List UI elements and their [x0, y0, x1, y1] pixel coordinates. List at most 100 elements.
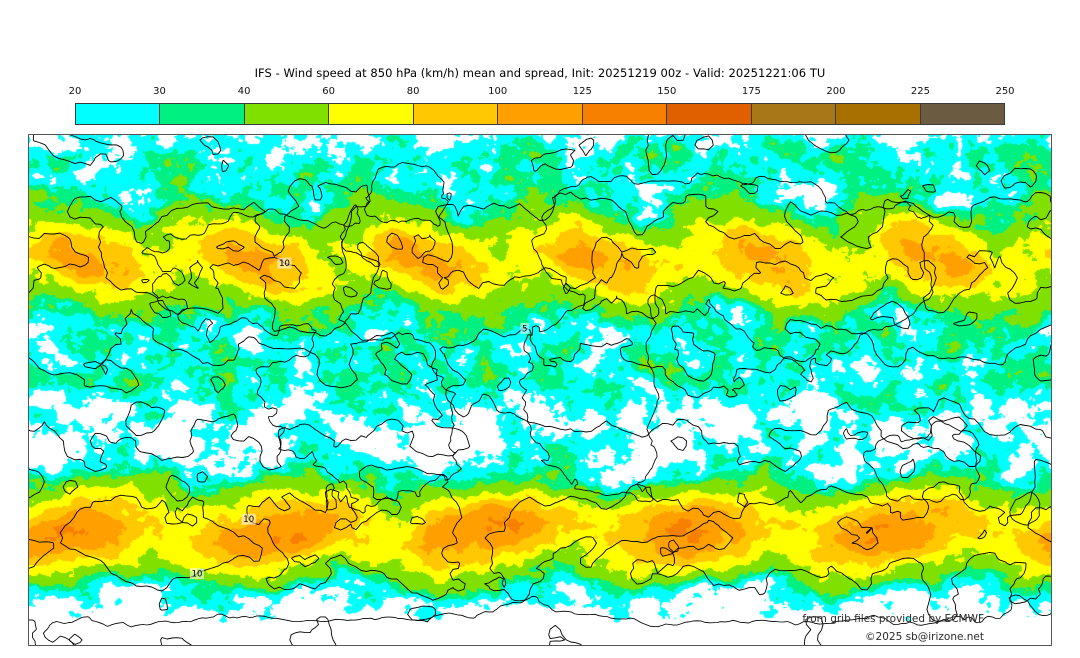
spread-contour: [548, 624, 582, 645]
colorbar-swatch: [667, 104, 752, 124]
spread-contour: [289, 616, 337, 645]
spread-contour: [221, 159, 229, 173]
spread-contour: [407, 605, 437, 623]
spread-contour: [777, 385, 797, 402]
coastline: [1009, 491, 1041, 526]
spread-contour: [199, 136, 222, 155]
spread-contour: [165, 474, 191, 502]
spread-contour: [740, 182, 759, 195]
spread-contour: [327, 255, 344, 265]
colorbar-tick-labels: 20 30 40 60 80 100 125 150 175 200 225 250: [69, 86, 1015, 102]
spread-contour: [977, 529, 987, 540]
spread-contour: [188, 260, 203, 289]
spread-contour: [922, 184, 936, 193]
colorbar-tick-label: 200: [826, 86, 846, 97]
colorbar-swatch: [836, 104, 921, 124]
coastline: [149, 299, 172, 319]
spread-contour: [59, 494, 263, 592]
spread-contour: [1027, 506, 1051, 543]
spread-contour-label: 10: [241, 513, 256, 525]
spread-contour: [29, 308, 471, 472]
spread-contour: [342, 285, 358, 298]
spread-contour: [422, 191, 1051, 320]
colorbar-swatch: [329, 104, 414, 124]
colorbar-swatch: [920, 104, 1004, 124]
colorbar-tick-label: 150: [657, 86, 677, 97]
spread-contour: [125, 401, 166, 436]
spread-contour: [1000, 167, 1038, 189]
spread-contour: [780, 285, 794, 296]
spread-contour: [805, 135, 850, 154]
coastline: [373, 269, 392, 290]
colorbar-tick-label: 125: [572, 86, 592, 97]
svg-text:5: 5: [522, 324, 527, 334]
colorbar-swatch: [244, 104, 330, 124]
colorbar-tick-label: 20: [68, 86, 82, 97]
spread-contour: [29, 468, 46, 499]
spread-contour-label: 5: [520, 322, 529, 334]
svg-text:10: 10: [279, 259, 290, 269]
spread-contour: [836, 516, 879, 551]
spread-contour: [645, 135, 686, 176]
coastline: [497, 377, 512, 392]
coastline: [141, 204, 462, 514]
spread-contour: [196, 471, 209, 483]
coastline: [668, 539, 679, 553]
spread-contour: [975, 160, 991, 176]
spread-contour: [484, 459, 1051, 623]
map-panel[interactable]: 5 10 10 10: [28, 134, 1052, 646]
coastline: [446, 192, 452, 201]
coastline: [29, 619, 37, 645]
coastline: [357, 241, 381, 267]
spread-contour: [215, 240, 245, 252]
spread-contour: [578, 137, 595, 156]
spread-contour: [530, 148, 576, 172]
spread-contours-and-coastlines: 5 10 10 10: [29, 135, 1051, 645]
spread-contour: [1026, 209, 1051, 240]
spread-contour: [66, 178, 380, 337]
spread-contour: [737, 492, 749, 508]
spread-contour: [439, 319, 1051, 472]
colorbar-tick-label: 100: [488, 86, 508, 97]
spread-contour: [900, 189, 912, 200]
spread-contour: [210, 376, 226, 394]
spread-contour: [899, 458, 916, 479]
spread-contour: [68, 633, 83, 645]
colorbar-swatch: [582, 104, 668, 124]
spread-contour: [694, 135, 714, 151]
coastline: [863, 420, 981, 503]
svg-text:10: 10: [192, 570, 203, 580]
spread-contour: [409, 516, 426, 525]
svg-text:10: 10: [243, 515, 254, 525]
colorbar-tick-label: 175: [741, 86, 761, 97]
copyright-credit: ©2025 sb@irizone.net: [865, 631, 984, 643]
data-source-credit: from grib files provided by ECMWF: [802, 613, 984, 625]
colorbar-tick-label: 250: [995, 86, 1015, 97]
spread-contour: [670, 325, 716, 382]
spread-contour: [32, 135, 125, 166]
coastline: [363, 161, 449, 227]
colorbar-swatch: [160, 104, 245, 124]
colorbar: 20 30 40 60 80 100 125 150 175 200 225 250: [69, 86, 1015, 126]
spread-contour-label: 10: [277, 257, 292, 269]
spread-contour: [670, 436, 687, 451]
spread-contour: [62, 480, 79, 495]
colorbar-tick-label: 40: [237, 86, 251, 97]
spread-contour: [953, 311, 978, 327]
spread-contour-label: 10: [189, 568, 205, 580]
colorbar-tick-label: 225: [910, 86, 930, 97]
spread-contour: [29, 539, 55, 569]
spread-contour: [160, 637, 192, 645]
colorbar-swatch: [76, 104, 161, 124]
colorbar-tick-label: 80: [406, 86, 420, 97]
colorbar-swatch: [498, 104, 583, 124]
coastline: [518, 172, 934, 503]
spread-contour: [291, 554, 320, 568]
spread-contour: [386, 232, 404, 250]
spread-contour: [869, 300, 911, 330]
coastline: [325, 483, 337, 511]
colorbar-swatches: [75, 103, 1005, 125]
spread-contour: [803, 616, 824, 645]
spread-contour: [246, 464, 466, 601]
coastline: [141, 278, 150, 284]
